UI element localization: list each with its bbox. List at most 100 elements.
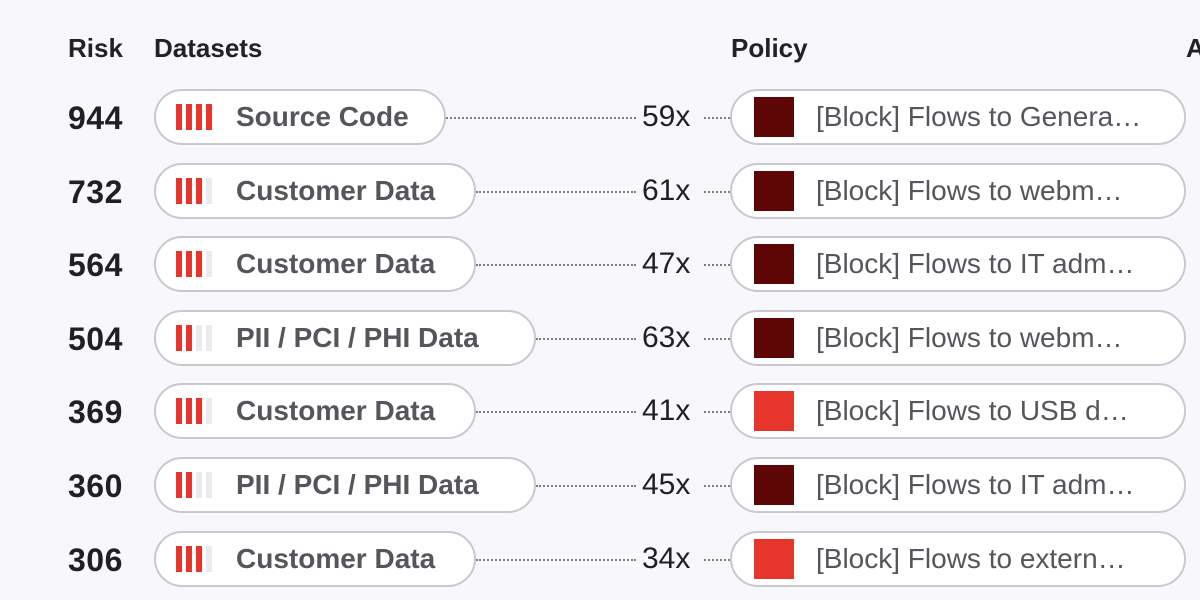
risk-level-bar xyxy=(206,251,212,278)
policy-label: [Block] Flows to IT adm… xyxy=(816,469,1135,500)
risk-level-bar xyxy=(186,104,192,130)
risk-score: 369 xyxy=(68,394,123,431)
dataset-label: Customer Data xyxy=(236,248,436,280)
connector-line xyxy=(476,558,636,561)
dataset-pill[interactable]: Customer Data xyxy=(154,236,476,293)
dataset-label: PII / PCI / PHI Data xyxy=(236,321,479,353)
extra-column-header: A xyxy=(1186,33,1200,63)
dataset-label: Customer Data xyxy=(236,395,436,427)
risk-level-bar xyxy=(196,251,202,278)
connector-line xyxy=(476,190,636,193)
dataset-label: Source Code xyxy=(236,101,409,132)
policy-pill[interactable]: [Block] Flows to IT adm… xyxy=(730,236,1186,293)
dataset-pill[interactable]: PII / PCI / PHI Data xyxy=(154,457,536,513)
policy-column-header: Policy xyxy=(731,33,808,63)
risk-level-bar xyxy=(206,177,212,204)
dataset-pill[interactable]: Customer Data xyxy=(154,383,476,440)
risk-level-bars xyxy=(176,177,212,204)
dataset-label: Customer Data xyxy=(236,542,436,574)
table-row[interactable]: 732 Customer Data 61x [Block] Flows to webm… xyxy=(0,162,1200,222)
risk-level-bar xyxy=(206,104,212,130)
risk-score: 306 xyxy=(68,541,123,578)
risk-score: 504 xyxy=(68,320,123,357)
risk-level-bar xyxy=(186,251,192,278)
table-row[interactable]: 504 PII / PCI / PHI Data 63x [Block] Flows … xyxy=(0,309,1200,369)
risk-column-header: Risk xyxy=(68,33,123,63)
policy-label: [Block] Flows to webm… xyxy=(816,174,1123,206)
risk-level-bars xyxy=(176,472,212,498)
risk-level-bar xyxy=(176,104,182,130)
dataset-pill[interactable]: Customer Data xyxy=(154,162,476,219)
policy-label: [Block] Flows to webm… xyxy=(816,321,1123,353)
policy-label: [Block] Flows to IT adm… xyxy=(816,248,1135,280)
risk-level-bar xyxy=(196,177,202,204)
connector-line xyxy=(704,558,730,561)
risk-level-bar xyxy=(186,324,192,351)
risk-score: 360 xyxy=(68,468,123,504)
policy-pill[interactable]: [Block] Flows to USB d… xyxy=(730,383,1186,440)
dataset-pill[interactable]: Source Code xyxy=(154,89,446,145)
policy-severity-swatch xyxy=(754,170,794,211)
risk-level-bar xyxy=(196,472,202,498)
policy-pill[interactable]: [Block] Flows to Genera… xyxy=(730,89,1186,145)
datasets-column-header: Datasets xyxy=(154,33,263,63)
risk-level-bar xyxy=(176,177,182,204)
policy-severity-swatch xyxy=(754,97,794,137)
risk-level-bar xyxy=(196,104,202,130)
flow-count: 59x xyxy=(642,100,691,133)
policy-label: [Block] Flows to USB d… xyxy=(816,395,1129,427)
risk-level-bar xyxy=(176,472,182,498)
connector-line xyxy=(536,485,636,487)
risk-level-bar xyxy=(196,324,202,351)
connector-line xyxy=(704,337,730,340)
dataset-label: Customer Data xyxy=(236,174,436,206)
table-row[interactable]: 369 Customer Data 41x [Block] Flows to USB … xyxy=(0,382,1200,442)
policy-pill[interactable]: [Block] Flows to webm… xyxy=(730,309,1186,366)
risk-level-bars xyxy=(176,251,212,278)
risk-score: 564 xyxy=(68,247,123,284)
policy-pill[interactable]: [Block] Flows to IT adm… xyxy=(730,457,1186,513)
connector-line xyxy=(704,264,730,267)
dataset-pill[interactable]: Customer Data xyxy=(154,530,476,587)
table-row[interactable]: 944 Source Code 59x [Block] Flows to Genera… xyxy=(0,88,1200,148)
risk-level-bar xyxy=(206,472,212,498)
policy-severity-swatch xyxy=(754,391,794,432)
risk-level-bar xyxy=(176,545,182,572)
risk-level-bar xyxy=(206,545,212,572)
policy-severity-swatch xyxy=(754,244,794,285)
risk-score: 732 xyxy=(68,173,123,210)
policy-severity-swatch xyxy=(754,317,794,358)
risk-level-bars xyxy=(176,324,212,351)
dataset-pill[interactable]: PII / PCI / PHI Data xyxy=(154,309,536,366)
policy-pill[interactable]: [Block] Flows to webm… xyxy=(730,162,1186,219)
risk-level-bars xyxy=(176,104,212,130)
risk-level-bar xyxy=(186,398,192,425)
flow-count: 47x xyxy=(642,247,691,281)
connector-line xyxy=(704,190,730,193)
risk-level-bar xyxy=(176,251,182,278)
connector-line xyxy=(704,485,730,487)
connector-line xyxy=(704,411,730,414)
flow-count: 41x xyxy=(642,394,691,428)
connector-line xyxy=(446,117,636,119)
risk-score: 944 xyxy=(68,100,123,136)
policy-severity-swatch xyxy=(754,538,794,579)
connector-line xyxy=(704,117,730,119)
risk-level-bar xyxy=(196,398,202,425)
table-row[interactable]: 360 PII / PCI / PHI Data 45x [Block] Flows … xyxy=(0,456,1200,516)
policy-label: [Block] Flows to extern… xyxy=(816,542,1126,574)
connector-line xyxy=(536,337,636,340)
policy-severity-swatch xyxy=(754,465,794,505)
risk-level-bars xyxy=(176,398,212,425)
risk-level-bar xyxy=(186,545,192,572)
risk-level-bar xyxy=(206,398,212,425)
table-row[interactable]: 306 Customer Data 34x [Block] Flows to exte… xyxy=(0,530,1200,590)
risk-level-bar xyxy=(176,324,182,351)
policy-label: [Block] Flows to Genera… xyxy=(816,101,1142,132)
flow-count: 63x xyxy=(642,320,691,354)
policy-pill[interactable]: [Block] Flows to extern… xyxy=(730,530,1186,587)
risk-level-bars xyxy=(176,545,212,572)
risk-level-bar xyxy=(196,545,202,572)
risk-level-bar xyxy=(186,177,192,204)
table-row[interactable]: 564 Customer Data 47x [Block] Flows to IT a… xyxy=(0,235,1200,295)
